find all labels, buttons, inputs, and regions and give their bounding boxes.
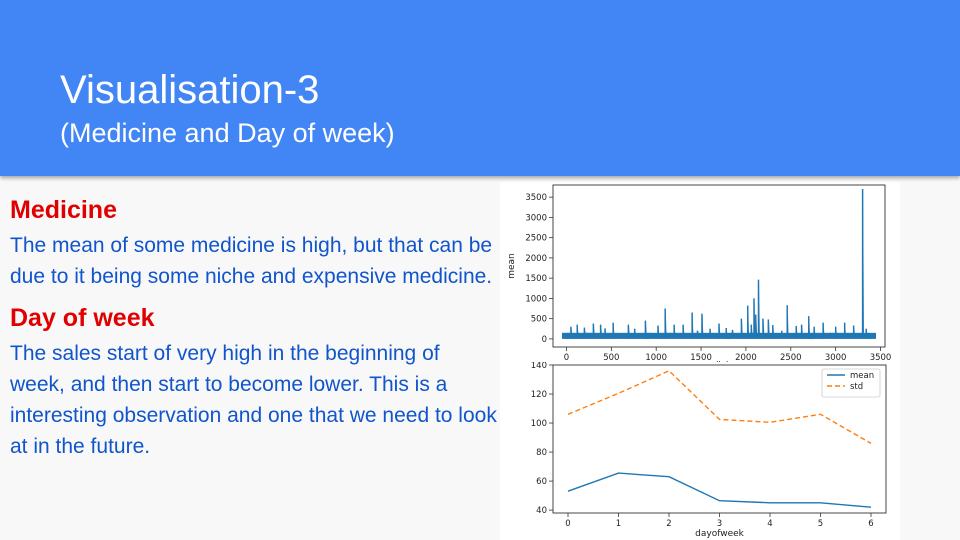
dayofweek-chart: 40 60 80 100 120 140 0 1 2 3 4 5 6 mean std dayofweek	[500, 362, 900, 540]
y-tick-label: 100	[531, 419, 547, 429]
y-tick-label: 500	[531, 315, 547, 325]
y-tick-label: 120	[531, 390, 547, 400]
x-tick-label: 1500	[690, 353, 712, 363]
x-tick-label: 0	[565, 519, 570, 529]
y-tick-label: 1000	[525, 294, 547, 304]
y-tick-label: 2500	[525, 234, 547, 244]
section-body-medicine: The mean of some medicine is high, but t…	[10, 234, 493, 288]
x-tick-label: 6	[868, 519, 873, 529]
medicine-mean-chart: 0 500 1000 1500 2000 2500 3000 3500 0 500 1000 1500…	[500, 182, 900, 364]
series-line-std	[567, 369, 872, 445]
section-heading-day-of-week: Day of week	[10, 304, 155, 332]
x-tick-label: 1	[616, 519, 621, 529]
y-tick-label: 3000	[525, 213, 547, 223]
section-heading-medicine: Medicine	[10, 196, 117, 224]
x-tick-label: 2000	[735, 353, 757, 363]
title-bar: Visualisation-3 (Medicine and Day of wee…	[0, 0, 960, 176]
y-tick-label: 140	[531, 362, 547, 371]
y-tick-label: 3500	[525, 193, 547, 203]
dense-baseline-band	[561, 332, 877, 339]
y-tick-label: 2000	[525, 254, 547, 264]
x-tick-label: 1000	[645, 353, 667, 363]
series-line-mean	[565, 189, 874, 340]
x-tick-label: 4	[767, 519, 772, 529]
x-tick-label: 3	[717, 519, 722, 529]
slide-subtitle: (Medicine and Day of week)	[60, 118, 395, 148]
legend-label-std: std	[850, 382, 863, 392]
y-tick-label: 1500	[525, 274, 547, 284]
x-tick-label: 3500	[870, 353, 892, 363]
plot-frame	[552, 184, 886, 348]
x-tick-label: 0	[564, 353, 569, 363]
x-tick-label: 5	[818, 519, 823, 529]
slide-title: Visualisation-3	[60, 68, 320, 112]
x-tick-label: 500	[603, 353, 619, 363]
legend-label-mean: mean	[850, 371, 874, 381]
y-tick-label: 40	[536, 506, 547, 516]
x-tick-label: 2500	[780, 353, 802, 363]
x-tick-label: 2	[666, 519, 671, 529]
medicine-mean-plot: 0 500 1000 1500 2000 2500 3000 3500 0 500 1000 1500…	[507, 184, 892, 364]
x-tick-label: 3000	[825, 353, 847, 363]
y-axis-label: mean	[507, 253, 517, 279]
series-line-mean	[567, 472, 872, 508]
x-axis-label: dayofweek	[695, 529, 745, 539]
y-tick-label: 0	[542, 335, 547, 345]
legend	[821, 368, 881, 398]
y-tick-label: 60	[536, 477, 547, 487]
y-tick-label: 80	[536, 448, 547, 458]
section-body-day-of-week: The sales start of very high in the begi…	[10, 342, 497, 458]
text-column: Medicine The mean of some medicine is hi…	[10, 190, 500, 468]
